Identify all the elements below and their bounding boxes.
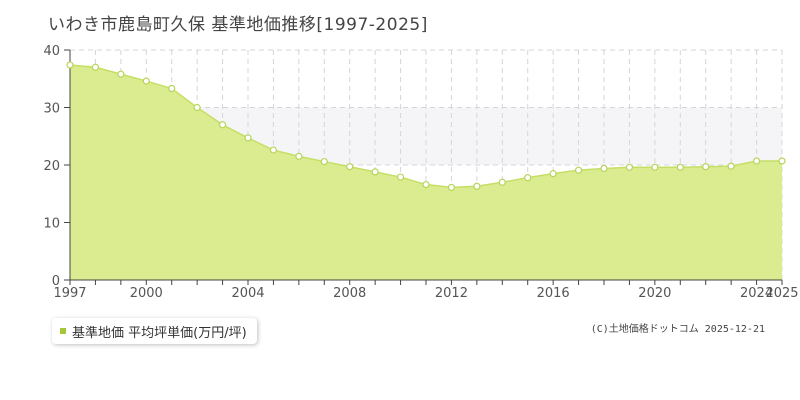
- data-point: [371, 168, 379, 176]
- data-point: [473, 182, 481, 190]
- y-tick-label: 10: [43, 217, 60, 232]
- data-point: [524, 174, 532, 182]
- data-point: [244, 134, 252, 142]
- data-point: [752, 157, 761, 165]
- y-tick-labels: 0 10 20 30 40: [43, 44, 60, 289]
- data-point: [498, 178, 506, 186]
- data-point: [66, 61, 74, 69]
- data-point: [676, 163, 684, 171]
- x-tick-label: 2020: [638, 286, 671, 301]
- legend-swatch: [60, 328, 66, 334]
- y-tick-label: 40: [43, 44, 60, 59]
- legend: 基準地価 平均坪単価(万円/坪): [52, 318, 257, 344]
- data-point: [218, 121, 227, 129]
- y-tick-label: 0: [52, 274, 60, 289]
- y-tick-label: 20: [43, 159, 60, 174]
- credit-text: (C)土地価格ドットコム 2025-12-21: [590, 324, 765, 335]
- data-point: [117, 70, 125, 78]
- x-tick-label: 2012: [435, 286, 468, 301]
- data-point: [142, 77, 150, 85]
- data-point: [625, 163, 634, 171]
- data-point: [320, 157, 328, 166]
- data-point: [295, 152, 303, 160]
- data-point: [651, 163, 659, 171]
- data-points: [66, 61, 786, 192]
- data-point: [600, 164, 608, 173]
- data-point: [168, 84, 176, 93]
- data-point: [193, 103, 201, 112]
- axes: [64, 49, 783, 285]
- data-point: [422, 180, 430, 189]
- data-point: [447, 183, 456, 192]
- data-point: [702, 163, 710, 171]
- x-tick-label: 2000: [130, 286, 163, 301]
- x-tick-label: 2024: [740, 286, 773, 301]
- data-point: [269, 146, 278, 154]
- data-point: [91, 63, 100, 71]
- data-point: [396, 173, 405, 181]
- data-point: [778, 157, 786, 165]
- series-area: [70, 64, 782, 280]
- chart-title: いわき市鹿島町久保 基準地価推移[1997-2025]: [48, 15, 428, 35]
- legend-label: 基準地価 平均坪単価(万円/坪): [72, 325, 247, 341]
- x-tick-label: 2004: [231, 286, 264, 301]
- data-point: [549, 170, 557, 178]
- y-tick-label: 30: [43, 102, 60, 117]
- x-tick-label: 1997: [53, 286, 86, 301]
- data-point: [346, 163, 354, 171]
- x-tick-label: 2025: [765, 286, 798, 301]
- x-tick-label: 2008: [333, 286, 366, 301]
- data-point: [574, 166, 583, 174]
- x-tick-label: 2016: [537, 286, 570, 301]
- data-point: [727, 162, 735, 170]
